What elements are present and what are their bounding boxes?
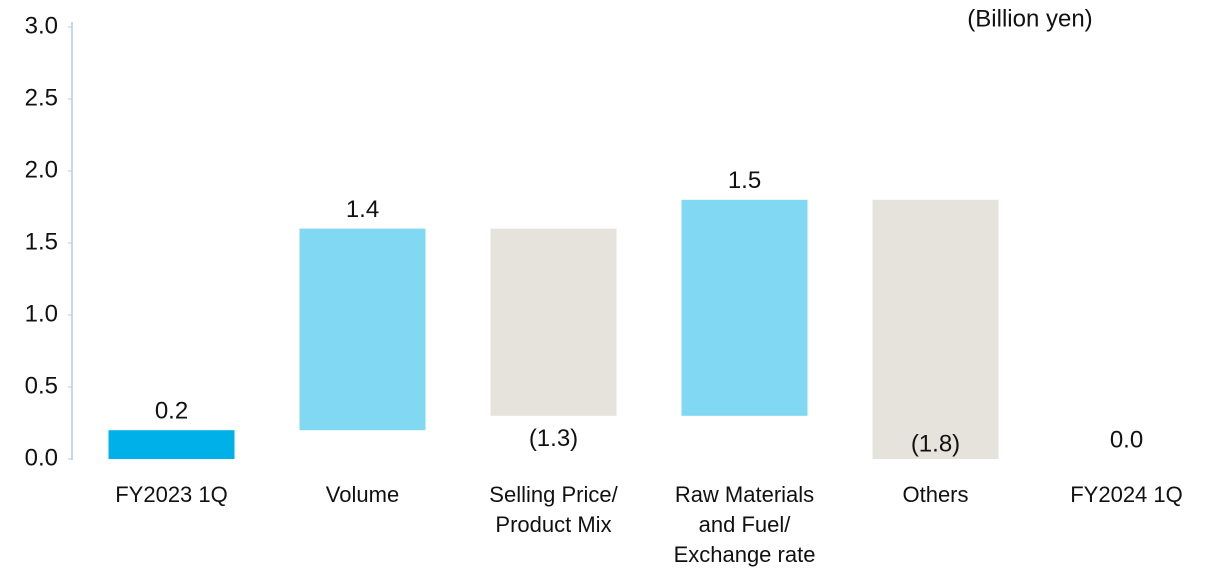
y-tick-label: 3.0 <box>25 12 58 39</box>
x-tick-label: FY2024 1Q <box>1070 482 1183 507</box>
bar <box>872 199 999 460</box>
y-tick-label: 2.5 <box>25 84 58 111</box>
bar <box>681 199 808 416</box>
y-tick-label: 0.5 <box>25 372 58 399</box>
bar <box>299 228 426 431</box>
y-tick-label: 2.0 <box>25 156 58 183</box>
value-label: 1.4 <box>346 196 379 223</box>
x-tick-label: Raw Materials and Fuel/ Exchange rate <box>673 482 816 567</box>
y-tick-label: 0.0 <box>25 444 58 471</box>
bar <box>108 430 235 459</box>
y-tick-label: 1.0 <box>25 300 58 327</box>
value-label: 1.5 <box>728 167 761 194</box>
x-tick-label: Selling Price/ Product Mix <box>489 482 618 537</box>
value-label: (1.3) <box>529 425 578 452</box>
x-tick-label: Others <box>902 482 969 507</box>
unit-label: (Billion yen) <box>967 5 1092 32</box>
value-label: 0.2 <box>155 398 188 425</box>
x-tick-label: FY2023 1Q <box>115 482 228 507</box>
x-tick-label: Volume <box>325 482 400 507</box>
y-tick-label: 1.5 <box>25 228 58 255</box>
value-label: 0.0 <box>1110 426 1143 453</box>
bar <box>490 228 617 416</box>
value-label: (1.8) <box>911 430 960 457</box>
